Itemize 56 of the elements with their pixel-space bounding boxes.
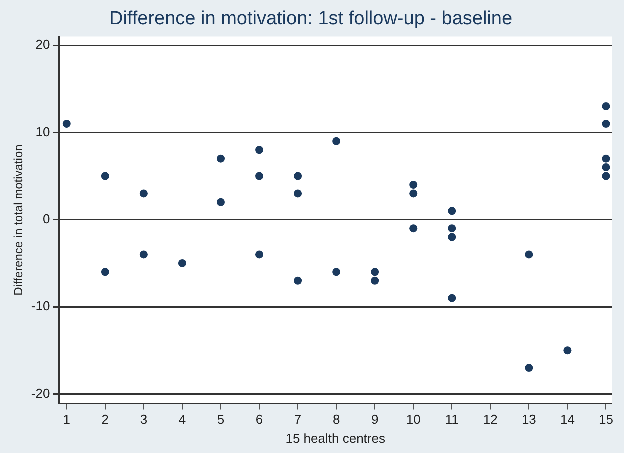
point [332, 137, 341, 146]
point [371, 268, 380, 276]
point [178, 259, 186, 268]
point [294, 172, 302, 180]
x-tick-label: 7 [294, 412, 302, 428]
point [216, 154, 225, 163]
point [101, 268, 110, 276]
point [140, 250, 148, 259]
point [448, 294, 456, 302]
point [525, 364, 534, 372]
y-tick-label: 20 [36, 37, 50, 52]
x-tick-label: 15 [598, 412, 614, 428]
point [256, 172, 264, 180]
point [140, 190, 148, 198]
point [256, 146, 264, 154]
x-tick-label: 4 [178, 412, 186, 428]
point [371, 276, 380, 285]
point [216, 198, 225, 206]
x-tick-label: 13 [522, 412, 536, 428]
x-tick-label: 14 [560, 412, 575, 428]
x-tick-label: 5 [217, 412, 225, 428]
point [602, 102, 610, 111]
point [448, 224, 456, 233]
point [410, 224, 418, 233]
x-tick-label: 6 [256, 412, 264, 428]
x-tick-label: 9 [371, 412, 379, 428]
x-tick-label: 11 [445, 412, 459, 428]
y-tick-label: -10 [31, 298, 50, 314]
point [410, 180, 418, 189]
point [525, 250, 534, 259]
x-tick-label: 10 [406, 412, 421, 428]
point [410, 190, 418, 198]
point [294, 190, 302, 198]
point [602, 154, 610, 163]
y-tick-label: 0 [42, 211, 50, 226]
point [448, 233, 456, 242]
x-tick-label: 1 [63, 412, 71, 428]
y-tick-label: 10 [36, 124, 50, 140]
point [602, 172, 610, 180]
point [332, 268, 341, 276]
point [602, 164, 610, 172]
y-tick-label: -20 [31, 386, 50, 401]
x-tick-label: 3 [140, 412, 148, 428]
point [602, 120, 610, 128]
point [448, 207, 456, 216]
x-tick-label: 2 [102, 412, 110, 428]
point [256, 250, 264, 259]
point [101, 172, 110, 180]
x-tick-label: 12 [483, 412, 498, 428]
chart-title: Difference in motivation: 1st follow-up - baseline [109, 8, 513, 30]
point [564, 346, 572, 355]
point [294, 276, 302, 285]
y-axis-title: Difference in total motivation [12, 144, 26, 296]
point [62, 120, 71, 128]
x-axis-title: 15 health centres [286, 430, 386, 446]
x-tick-label: 8 [332, 412, 340, 428]
